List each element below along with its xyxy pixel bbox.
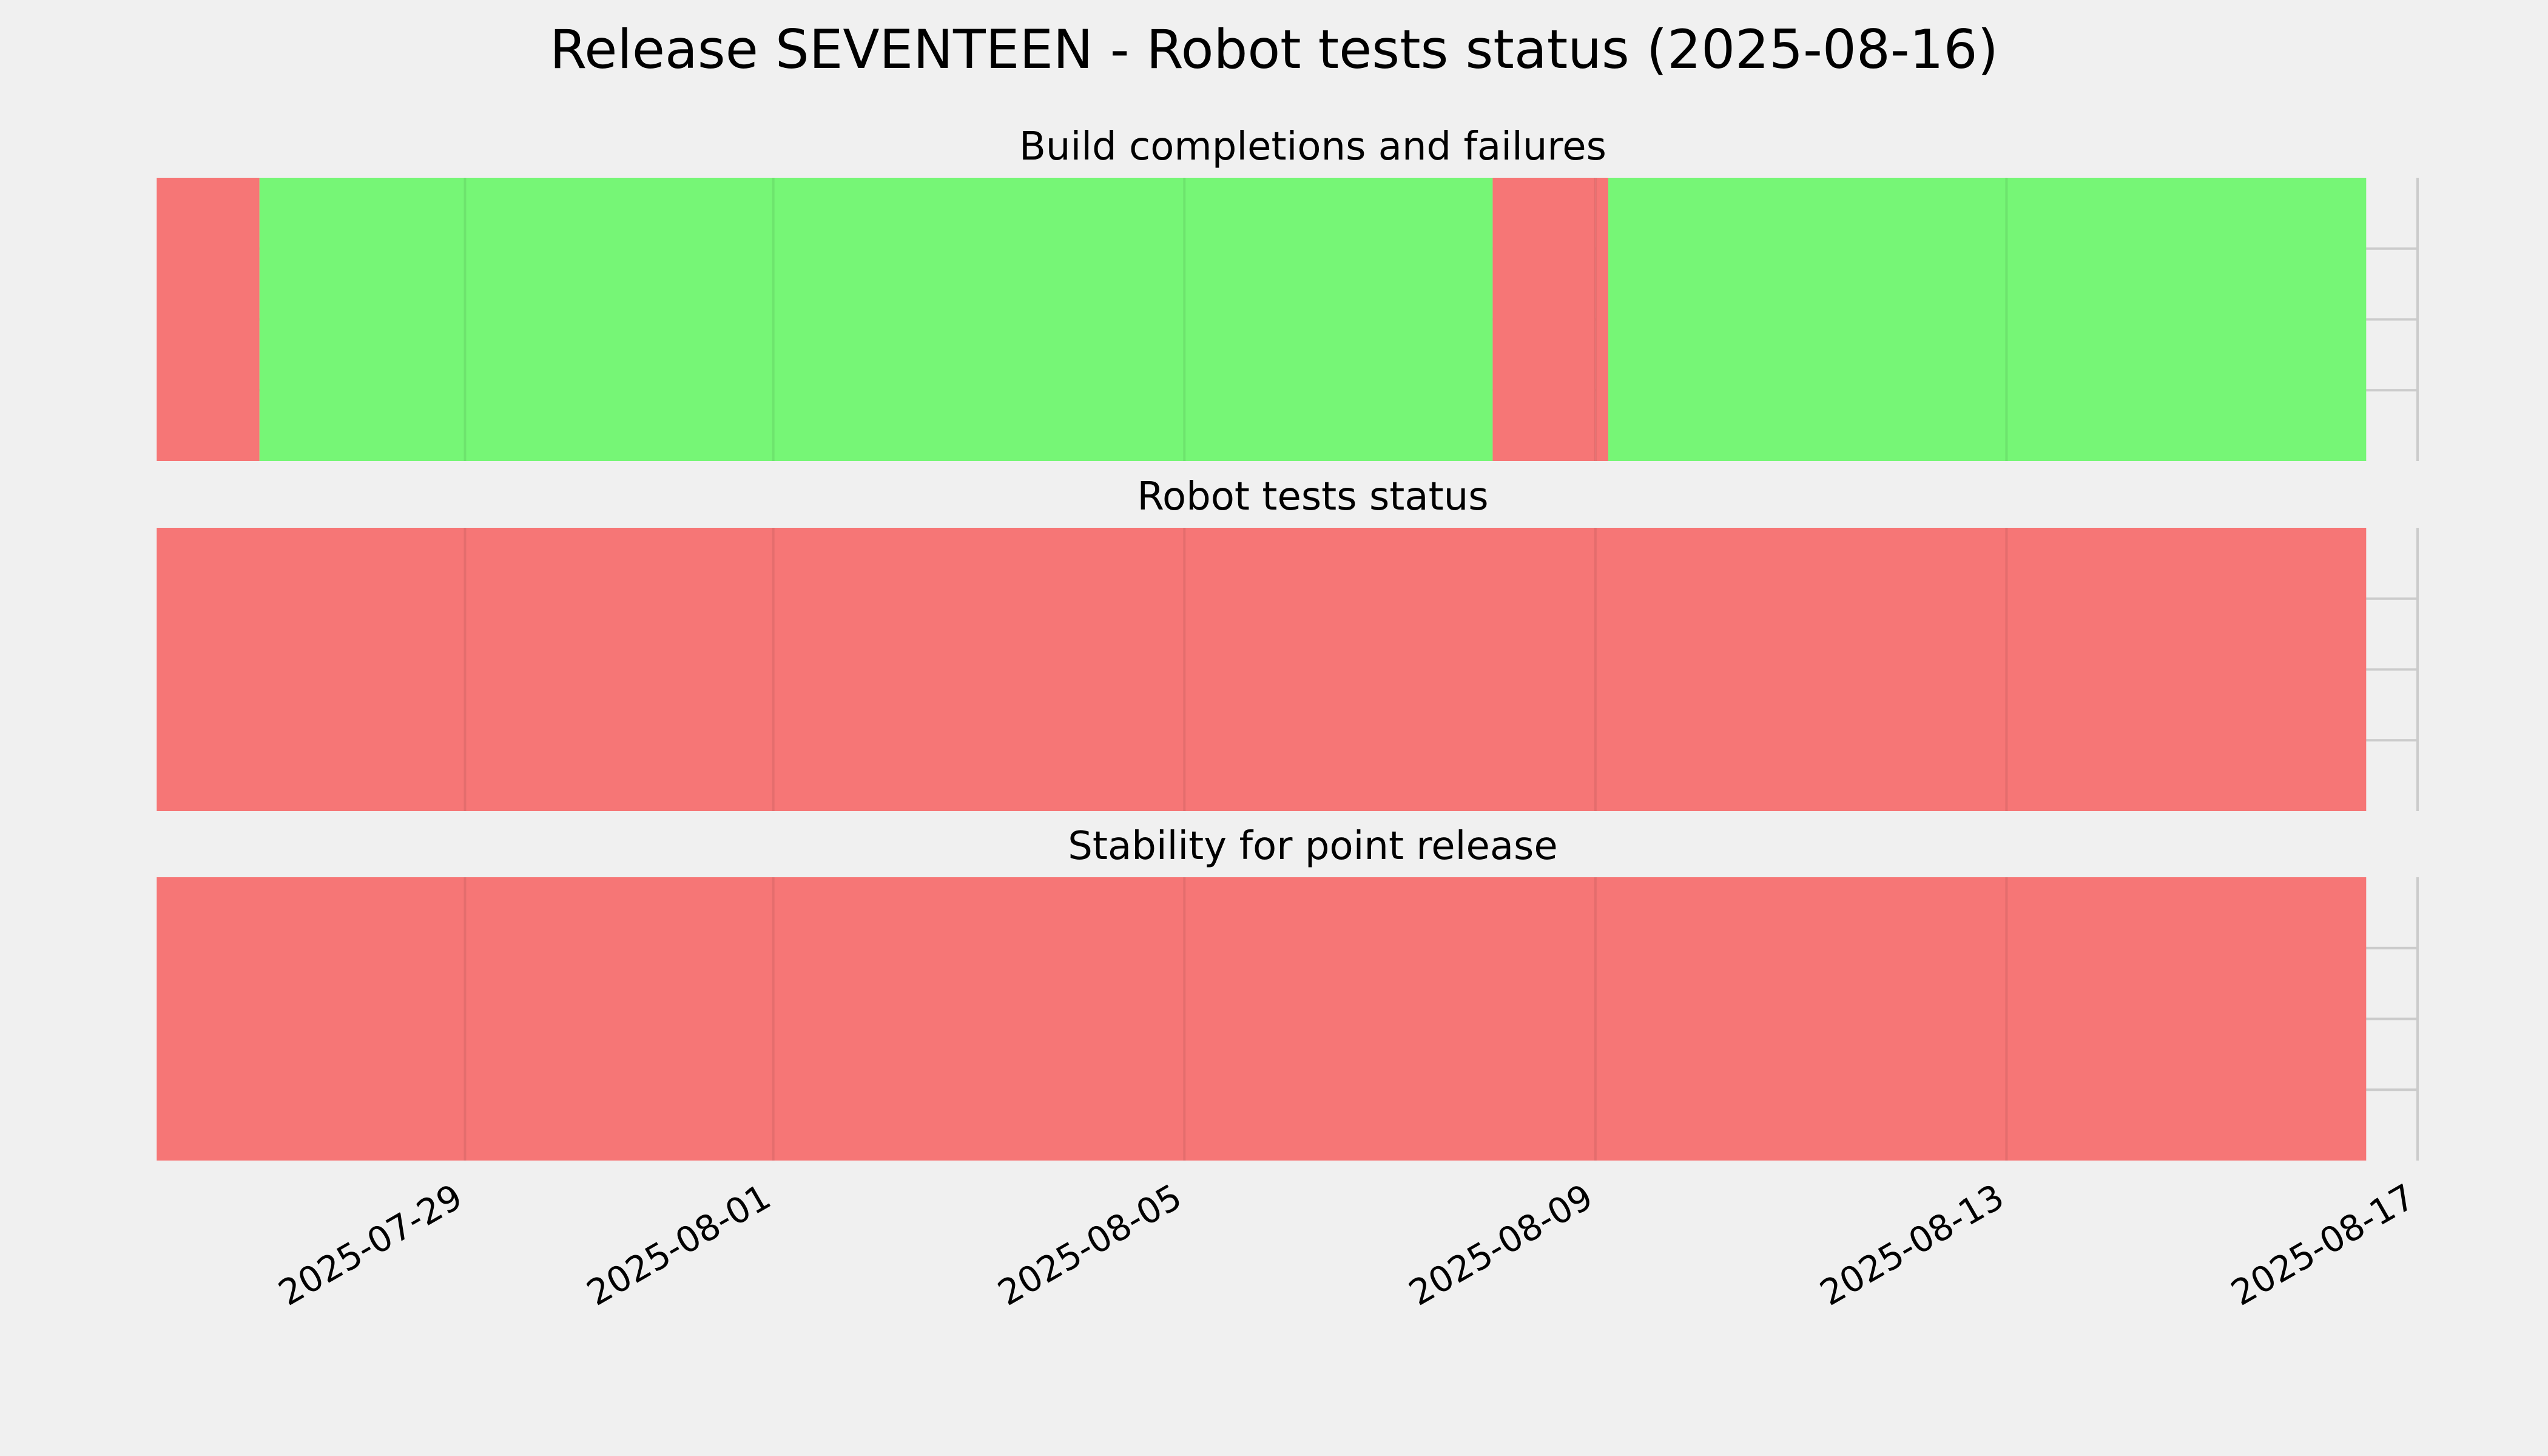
panel-1: Build completions and failures [157,124,2419,461]
panel-title: Build completions and failures [1019,124,1606,169]
panel-2: Robot tests status [157,474,2419,811]
panel-title: Stability for point release [1068,824,1558,869]
status-segment-failure [157,877,2367,1161]
status-segment-failure [157,178,260,461]
status-segment-failure [1492,178,1596,461]
status-segment-failure [157,528,2367,811]
panel-3: Stability for point release [157,824,2419,1161]
status-segment-success [1608,178,2367,461]
chart-title: Release SEVENTEEN - Robot tests status (… [550,18,1998,81]
panels-layer: Build completions and failures Robot test… [157,124,2419,1161]
panel-title: Robot tests status [1137,474,1488,519]
status-segment-success [259,178,1493,461]
status-segment-failure [1595,178,1609,461]
